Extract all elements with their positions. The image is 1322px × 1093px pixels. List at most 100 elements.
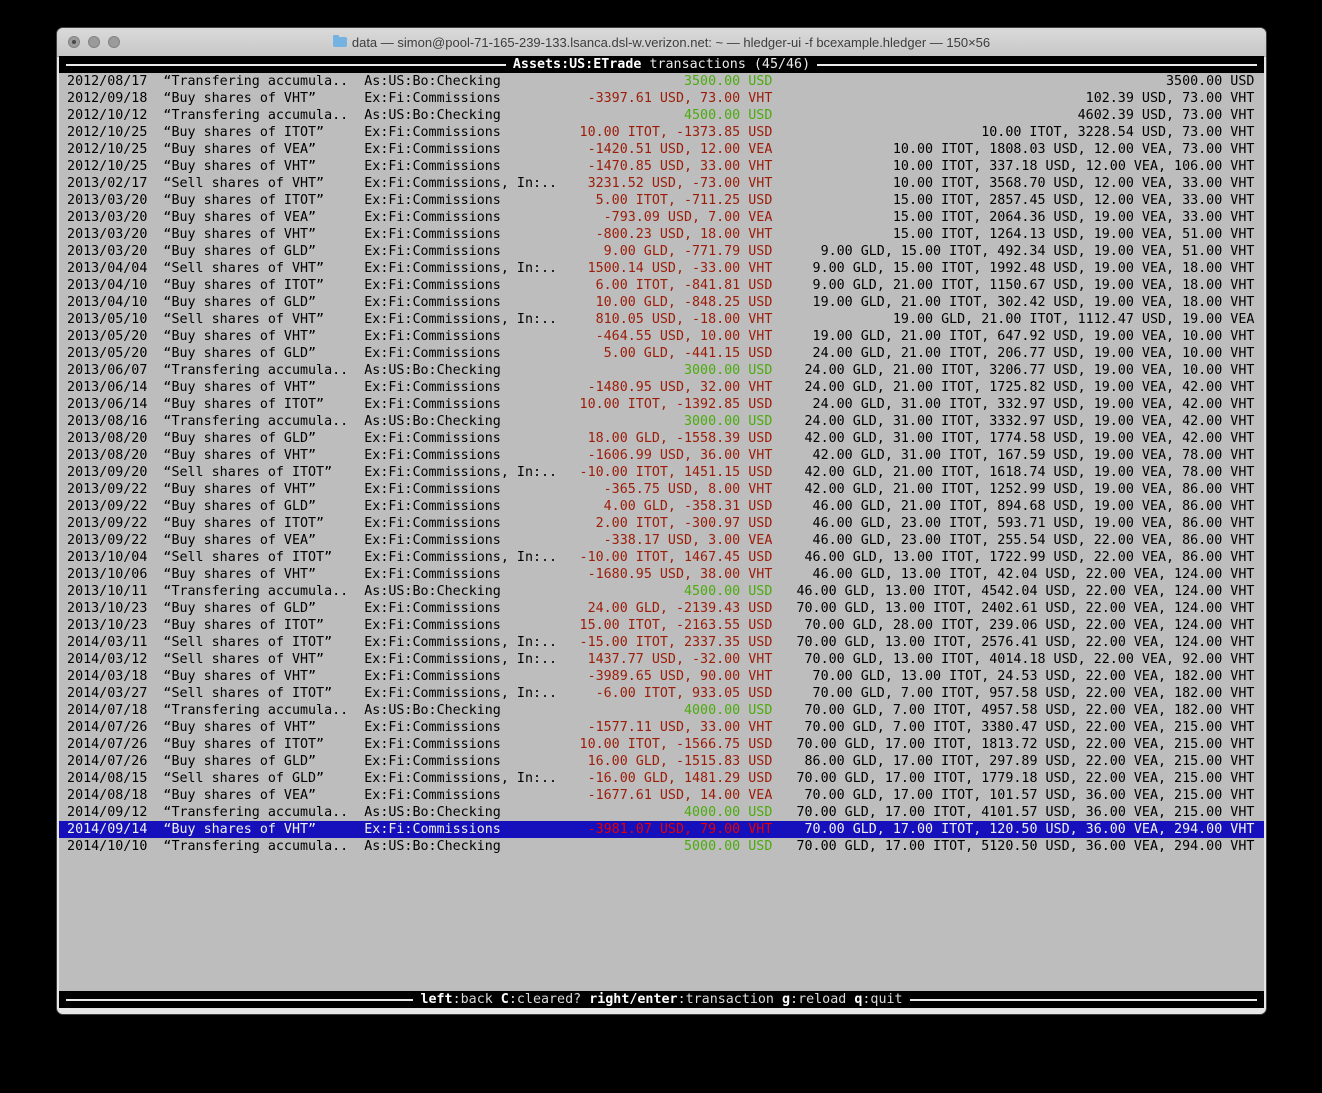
transaction-row[interactable]: 2013/09/22 “Buy shares of VEA” Ex:Fi:Commi… [59, 532, 1264, 549]
transaction-row[interactable]: 2012/10/25 “Buy shares of ITOT” Ex:Fi:Comm… [59, 124, 1264, 141]
transaction-row[interactable]: 2013/08/20 “Buy shares of VHT” Ex:Fi:Commi… [59, 447, 1264, 464]
transaction-change-amount: -3397.61 USD, 73.00 VHT [587, 91, 773, 106]
transaction-row[interactable]: 2014/03/11 “Sell shares of ITOT” Ex:Fi:Com… [59, 634, 1264, 651]
transaction-row[interactable]: 2014/07/26 “Buy shares of ITOT” Ex:Fi:Comm… [59, 736, 1264, 753]
transaction-date: 2013/10/23 [67, 618, 148, 633]
transaction-row[interactable]: 2014/10/10 “Transfering accumula.. As:US:B… [59, 838, 1264, 855]
transaction-row[interactable]: 2014/08/18 “Buy shares of VEA” Ex:Fi:Commi… [59, 787, 1264, 804]
transaction-other-accounts: Ex:Fi:Commissions [364, 788, 501, 803]
transaction-row[interactable]: 2012/09/18 “Buy shares of VHT” Ex:Fi:Commi… [59, 90, 1264, 107]
transaction-date: 2013/09/22 [67, 533, 148, 548]
transaction-row[interactable]: 2013/06/14 “Buy shares of VHT” Ex:Fi:Commi… [59, 379, 1264, 396]
keybar-action: :back [452, 992, 493, 1007]
transaction-other-accounts: Ex:Fi:Commissions [364, 329, 501, 344]
transaction-row[interactable]: 2013/10/11 “Transfering accumula.. As:US:B… [59, 583, 1264, 600]
transaction-other-accounts: Ex:Fi:Commissions [364, 346, 501, 361]
close-button[interactable] [68, 36, 80, 48]
transaction-description: “Buy shares of GLD” [163, 346, 317, 361]
keybar-item[interactable]: right/enter:transaction [589, 992, 774, 1007]
transaction-running-balance: 42.00 GLD, 31.00 ITOT, 1774.58 USD, 19.0… [804, 431, 1255, 446]
transaction-change-amount: -3989.65 USD, 90.00 VHT [587, 669, 773, 684]
transaction-row[interactable]: 2013/10/23 “Buy shares of ITOT” Ex:Fi:Comm… [59, 617, 1264, 634]
transaction-row[interactable]: 2012/10/25 “Buy shares of VHT” Ex:Fi:Commi… [59, 158, 1264, 175]
transaction-row[interactable]: 2013/09/20 “Sell shares of ITOT” Ex:Fi:Com… [59, 464, 1264, 481]
transaction-date: 2013/08/16 [67, 414, 148, 429]
transaction-row-selected[interactable]: 2014/09/14 “Buy shares of VHT” Ex:Fi:Commi… [59, 821, 1264, 838]
transaction-row[interactable]: 2013/10/04 “Sell shares of ITOT” Ex:Fi:Com… [59, 549, 1264, 566]
transaction-date: 2013/06/07 [67, 363, 148, 378]
transaction-running-balance: 42.00 GLD, 21.00 ITOT, 1618.74 USD, 19.0… [804, 465, 1255, 480]
keybar-item[interactable]: g:reload [782, 992, 846, 1007]
terminal-screen[interactable]: Assets:US:ETrade transactions (45/46) 2012… [59, 56, 1264, 1008]
transaction-row[interactable]: 2013/05/10 “Sell shares of VHT” Ex:Fi:Comm… [59, 311, 1264, 328]
transaction-row[interactable]: 2013/06/14 “Buy shares of ITOT” Ex:Fi:Comm… [59, 396, 1264, 413]
transaction-date: 2013/03/20 [67, 244, 148, 259]
transaction-running-balance: 70.00 GLD, 13.00 ITOT, 4014.18 USD, 22.0… [804, 652, 1255, 667]
transaction-running-balance: 70.00 GLD, 7.00 ITOT, 957.58 USD, 22.00 … [812, 686, 1255, 701]
transaction-running-balance: 42.00 GLD, 31.00 ITOT, 167.59 USD, 19.00… [812, 448, 1255, 463]
transaction-row[interactable]: 2013/09/22 “Buy shares of GLD” Ex:Fi:Commi… [59, 498, 1264, 515]
transaction-row[interactable]: 2012/10/25 “Buy shares of VEA” Ex:Fi:Commi… [59, 141, 1264, 158]
transaction-row[interactable]: 2013/05/20 “Buy shares of VHT” Ex:Fi:Commi… [59, 328, 1264, 345]
transaction-other-accounts: Ex:Fi:Commissions, In:.. [364, 652, 558, 667]
transaction-row[interactable]: 2013/09/22 “Buy shares of ITOT” Ex:Fi:Comm… [59, 515, 1264, 532]
transaction-change-amount: -1420.51 USD, 12.00 VEA [587, 142, 773, 157]
transaction-row[interactable]: 2013/10/23 “Buy shares of GLD” Ex:Fi:Commi… [59, 600, 1264, 617]
transaction-row[interactable]: 2012/08/17 “Transfering accumula.. As:US:B… [59, 73, 1264, 90]
transaction-date: 2013/04/04 [67, 261, 148, 276]
transaction-row[interactable]: 2013/02/17 “Sell shares of VHT” Ex:Fi:Comm… [59, 175, 1264, 192]
transaction-row[interactable]: 2014/03/12 “Sell shares of VHT” Ex:Fi:Comm… [59, 651, 1264, 668]
transaction-row[interactable]: 2013/06/07 “Transfering accumula.. As:US:B… [59, 362, 1264, 379]
transaction-description: “Buy shares of ITOT” [163, 516, 325, 531]
transaction-row[interactable]: 2013/08/16 “Transfering accumula.. As:US:B… [59, 413, 1264, 430]
transaction-row[interactable]: 2013/03/20 “Buy shares of ITOT” Ex:Fi:Comm… [59, 192, 1264, 209]
keybar-item[interactable]: left:back [420, 992, 492, 1007]
transaction-row[interactable]: 2013/03/20 “Buy shares of GLD” Ex:Fi:Commi… [59, 243, 1264, 260]
minimize-button[interactable] [88, 36, 100, 48]
transaction-other-accounts: As:US:Bo:Checking [364, 839, 501, 854]
transaction-row[interactable]: 2013/10/06 “Buy shares of VHT” Ex:Fi:Commi… [59, 566, 1264, 583]
transaction-running-balance: 19.00 GLD, 21.00 ITOT, 1112.47 USD, 19.0… [892, 312, 1255, 327]
zoom-button[interactable] [108, 36, 120, 48]
transaction-row[interactable]: 2013/03/20 “Buy shares of VEA” Ex:Fi:Commi… [59, 209, 1264, 226]
transaction-row[interactable]: 2013/09/22 “Buy shares of VHT” Ex:Fi:Commi… [59, 481, 1264, 498]
transaction-row[interactable]: 2014/07/26 “Buy shares of VHT” Ex:Fi:Commi… [59, 719, 1264, 736]
transaction-other-accounts: Ex:Fi:Commissions [364, 754, 501, 769]
transaction-running-balance: 19.00 GLD, 21.00 ITOT, 302.42 USD, 19.00… [812, 295, 1255, 310]
transaction-row[interactable]: 2013/04/10 “Buy shares of GLD” Ex:Fi:Commi… [59, 294, 1264, 311]
transaction-description: “Buy shares of VHT” [163, 380, 317, 395]
window-titlebar[interactable]: data — simon@pool-71-165-239-133.lsanca.… [57, 28, 1266, 57]
transaction-row[interactable]: 2013/08/20 “Buy shares of GLD” Ex:Fi:Commi… [59, 430, 1264, 447]
transaction-row[interactable]: 2013/04/10 “Buy shares of ITOT” Ex:Fi:Comm… [59, 277, 1264, 294]
transaction-change-amount: -365.75 USD, 8.00 VHT [603, 482, 773, 497]
transaction-date: 2014/03/12 [67, 652, 148, 667]
keybar-item[interactable]: C:cleared? [501, 992, 581, 1007]
transaction-row[interactable]: 2013/03/20 “Buy shares of VHT” Ex:Fi:Commi… [59, 226, 1264, 243]
transaction-change-amount: -10.00 ITOT, 1451.15 USD [579, 465, 773, 480]
keybar-key: q [854, 992, 863, 1007]
transaction-description: “Sell shares of GLD” [163, 771, 325, 786]
transaction-row[interactable]: 2013/04/04 “Sell shares of VHT” Ex:Fi:Comm… [59, 260, 1264, 277]
transaction-other-accounts: Ex:Fi:Commissions, In:.. [364, 176, 558, 191]
screen-mode-label: transactions [649, 57, 746, 72]
transaction-change-amount: 18.00 GLD, -1558.39 USD [587, 431, 773, 446]
transaction-row[interactable]: 2014/09/12 “Transfering accumula.. As:US:B… [59, 804, 1264, 821]
transaction-other-accounts: As:US:Bo:Checking [364, 584, 501, 599]
transaction-row[interactable]: 2013/05/20 “Buy shares of GLD” Ex:Fi:Commi… [59, 345, 1264, 362]
transaction-running-balance: 70.00 GLD, 13.00 ITOT, 24.53 USD, 22.00 … [812, 669, 1255, 684]
transaction-row[interactable]: 2014/03/27 “Sell shares of ITOT” Ex:Fi:Com… [59, 685, 1264, 702]
keybar-action: :cleared? [508, 992, 582, 1007]
transaction-running-balance: 86.00 GLD, 17.00 ITOT, 297.89 USD, 22.00… [804, 754, 1255, 769]
transaction-date: 2013/10/23 [67, 601, 148, 616]
transaction-date: 2013/05/20 [67, 346, 148, 361]
keybar-item[interactable]: q:quit [854, 992, 902, 1007]
transaction-row[interactable]: 2014/07/18 “Transfering accumula.. As:US:B… [59, 702, 1264, 719]
transaction-running-balance: 9.00 GLD, 15.00 ITOT, 492.34 USD, 19.00 … [820, 244, 1255, 259]
transaction-row[interactable]: 2014/07/26 “Buy shares of GLD” Ex:Fi:Commi… [59, 753, 1264, 770]
transaction-row[interactable]: 2014/03/18 “Buy shares of VHT” Ex:Fi:Commi… [59, 668, 1264, 685]
transaction-change-amount: -1680.95 USD, 38.00 VHT [587, 567, 773, 582]
keybar-action: :quit [862, 992, 903, 1007]
transaction-description: “Buy shares of ITOT” [163, 125, 325, 140]
transaction-row[interactable]: 2014/08/15 “Sell shares of GLD” Ex:Fi:Comm… [59, 770, 1264, 787]
transaction-row[interactable]: 2012/10/12 “Transfering accumula.. As:US:B… [59, 107, 1264, 124]
